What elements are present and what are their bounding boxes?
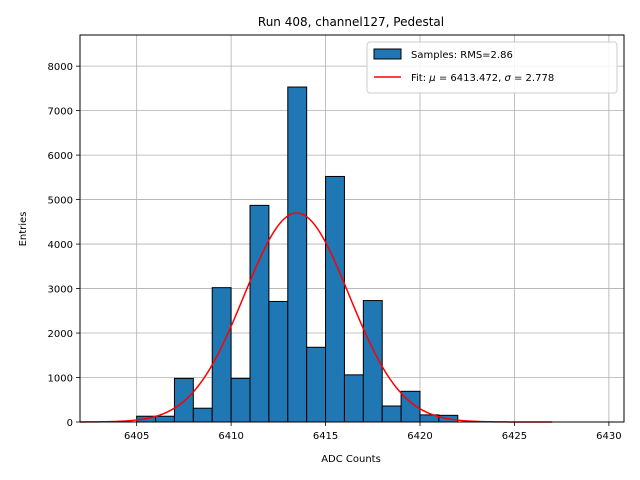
histogram-bar — [306, 346, 327, 423]
x-tick-label: 6420 — [407, 431, 432, 442]
legend-fit-label: Fit: μ = 6413.472, σ = 2.778 — [411, 73, 554, 84]
fit-curve-group — [79, 212, 553, 423]
x-tick-label: 6405 — [124, 431, 149, 442]
x-tick-label: 6430 — [596, 431, 621, 442]
histogram-bar — [211, 287, 232, 423]
y-tick-label: 7000 — [48, 107, 73, 118]
legend-fit-sigma-symbol: σ — [504, 73, 511, 84]
y-axis-ticks: 0 1000 2000 3000 4000 5000 6000 7000 8000 — [48, 62, 80, 429]
x-tick-label: 6415 — [313, 431, 338, 442]
histogram-bar — [192, 407, 213, 423]
y-tick-label: 0 — [67, 418, 73, 429]
x-axis-ticks: 6405 6410 6415 6420 6425 6430 — [124, 422, 622, 442]
legend-histogram-swatch — [373, 48, 402, 60]
y-tick-label: 4000 — [48, 240, 73, 251]
histogram-bar — [173, 377, 194, 423]
x-tick-label: 6410 — [218, 431, 243, 442]
histogram-bar — [268, 300, 289, 423]
x-axis-label: ADC Counts — [321, 454, 381, 465]
legend-fit-sigma-value: = 2.778 — [511, 73, 554, 84]
chart-title: Run 408, channel127, Pedestal — [258, 15, 444, 29]
legend-fit-prefix: Fit: — [411, 73, 429, 84]
fit-curve — [79, 212, 553, 423]
legend-box — [366, 41, 618, 94]
y-tick-label: 5000 — [48, 196, 73, 207]
y-axis-label: Entries — [18, 212, 29, 247]
histogram-bar — [343, 374, 364, 423]
plot-frame — [79, 34, 625, 423]
histogram-bar — [249, 204, 270, 423]
y-tick-label: 8000 — [48, 62, 73, 73]
histogram-bar — [325, 175, 345, 423]
x-tick-label: 6425 — [502, 431, 527, 442]
y-tick-label: 1000 — [48, 374, 73, 385]
legend-fit-mu-value: = 6413.472, — [436, 73, 505, 84]
histogram-bar — [381, 405, 402, 423]
histogram-bar — [287, 86, 308, 423]
histogram-bar — [230, 377, 251, 423]
legend: Samples: RMS=2.86 Fit: μ = 6413.472, σ =… — [366, 41, 618, 94]
y-tick-label: 2000 — [48, 329, 73, 340]
histogram-bar — [155, 415, 175, 423]
y-tick-label: 3000 — [48, 285, 73, 296]
y-tick-label: 6000 — [48, 151, 73, 162]
legend-histogram-label: Samples: RMS=2.86 — [411, 50, 513, 61]
grid-lines — [80, 35, 624, 423]
histogram-bars — [136, 86, 459, 423]
legend-fit-mu-symbol: μ — [428, 73, 435, 84]
